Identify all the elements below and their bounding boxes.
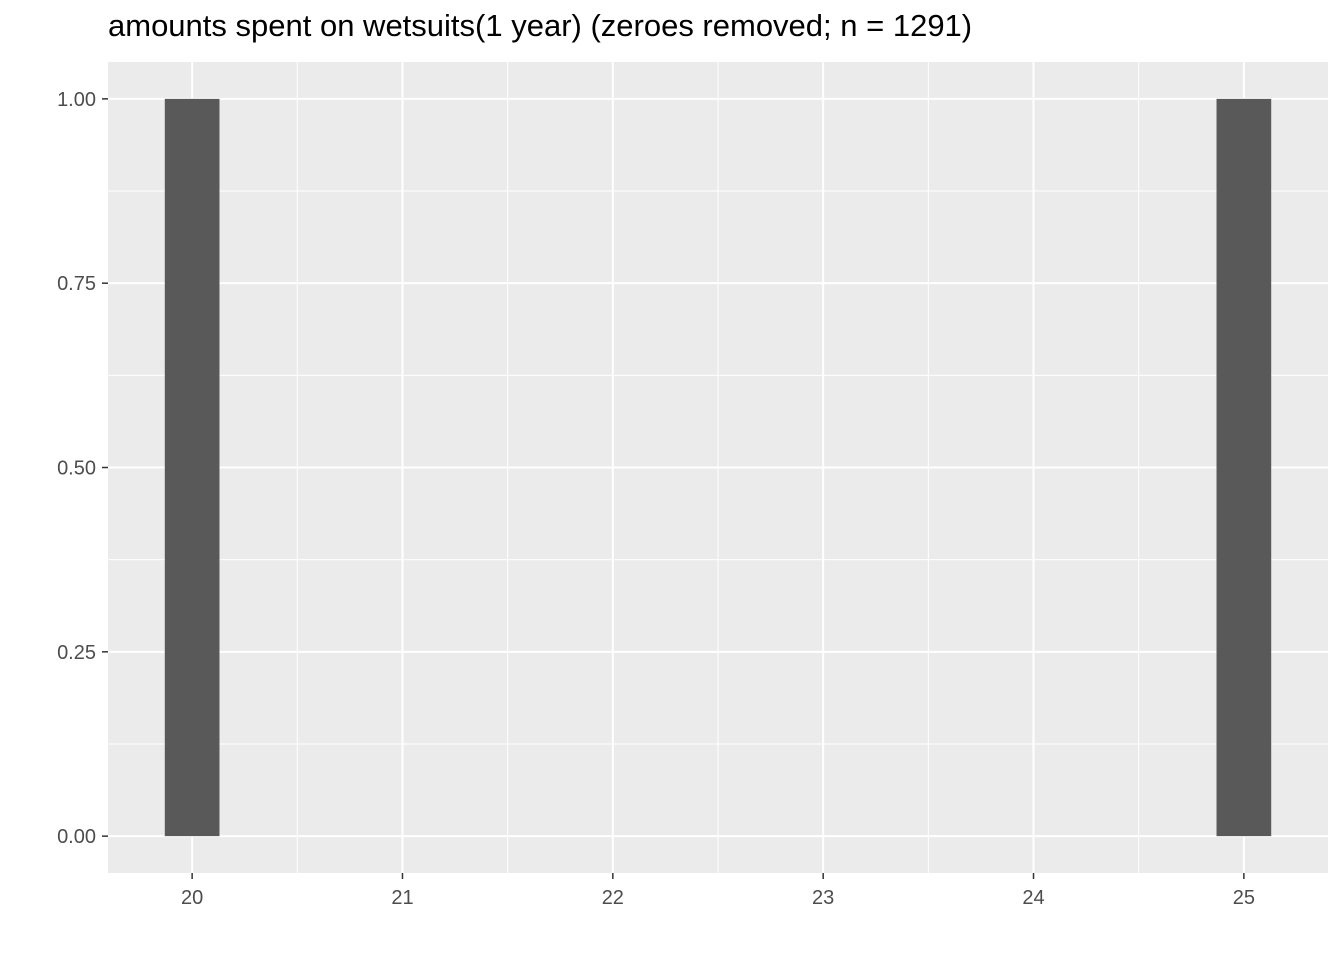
x-tick-label: 22 (602, 887, 624, 909)
axis-ticks (102, 98, 1245, 879)
x-axis-tick-labels: 20 21 22 23 24 25 (181, 887, 1255, 909)
bars (164, 98, 1272, 837)
x-tick-label: 25 (1233, 887, 1255, 909)
bar (1216, 98, 1272, 837)
minor-gridlines (108, 62, 1328, 873)
x-tick-label: 21 (391, 887, 413, 909)
x-tick-label: 23 (812, 887, 834, 909)
x-tick-label: 24 (1022, 887, 1044, 909)
y-axis-tick-labels: 0.00 0.25 0.50 0.75 1.00 (57, 89, 96, 848)
x-tick-label: 20 (181, 887, 203, 909)
y-tick-label: 0.50 (57, 458, 96, 480)
chart-title: amounts spent on wetsuits(1 year) (zeroe… (108, 8, 973, 43)
major-gridlines (108, 62, 1328, 873)
y-tick-label: 0.00 (57, 826, 96, 848)
y-tick-label: 0.25 (57, 642, 96, 664)
y-tick-label: 1.00 (57, 89, 96, 111)
y-tick-label: 0.75 (57, 273, 96, 295)
bar (164, 98, 220, 837)
